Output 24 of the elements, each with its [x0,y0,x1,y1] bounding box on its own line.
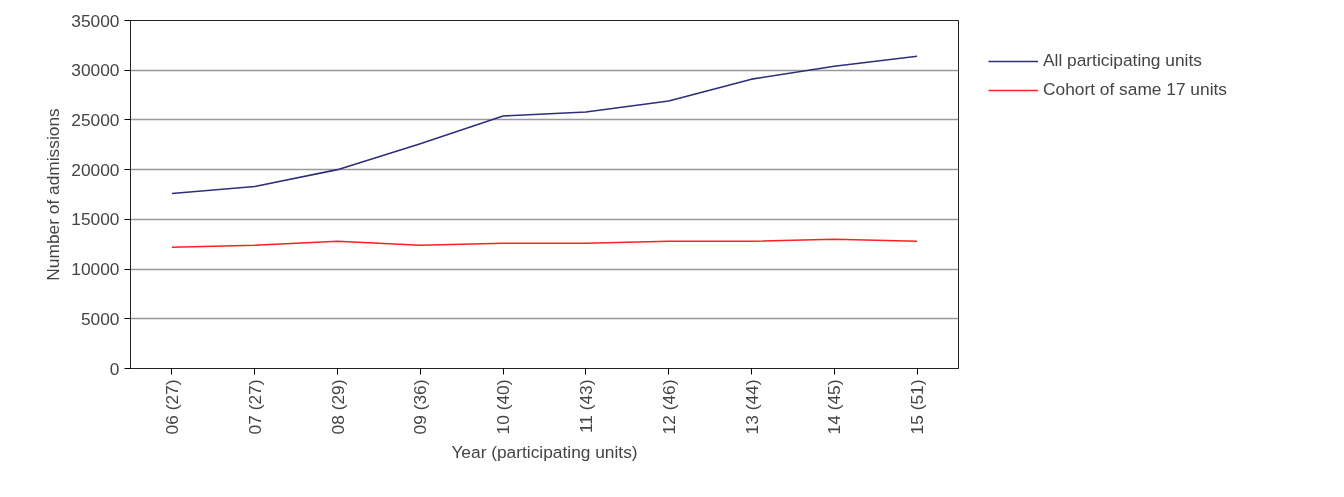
y-tick-label: 20000 [71,159,120,180]
line-series [171,55,918,195]
x-tick-label: 15 (51) [907,379,928,435]
y-tick-label: 25000 [71,109,120,130]
y-axis-title: Number of admissions [43,107,64,281]
y-tick-label: 10000 [71,259,120,280]
y-tick-label: 0 [109,358,120,379]
x-tick-label: 06 (27) [161,379,182,435]
x-axis-title: Year (participating units) [451,442,638,463]
y-tick-label: 5000 [80,308,120,329]
y-tick-label: 15000 [71,209,120,230]
x-tick-label: 07 (27) [244,379,265,435]
x-tick-label: 14 (45) [824,379,845,435]
x-tick-label: 12 (46) [658,379,679,435]
line-series [171,238,918,248]
x-tick-label: 13 (44) [741,379,762,435]
legend-label: All participating units [1043,50,1202,71]
y-tick-label: 35000 [71,10,120,31]
x-tick-label: 11 (43) [575,379,596,434]
x-tick-label: 10 (40) [493,379,514,435]
x-tick-label: 08 (29) [327,379,348,435]
x-tick-label: 09 (36) [410,379,431,435]
legend-label: Cohort of same 17 units [1043,79,1227,100]
y-tick-label: 30000 [71,60,120,81]
